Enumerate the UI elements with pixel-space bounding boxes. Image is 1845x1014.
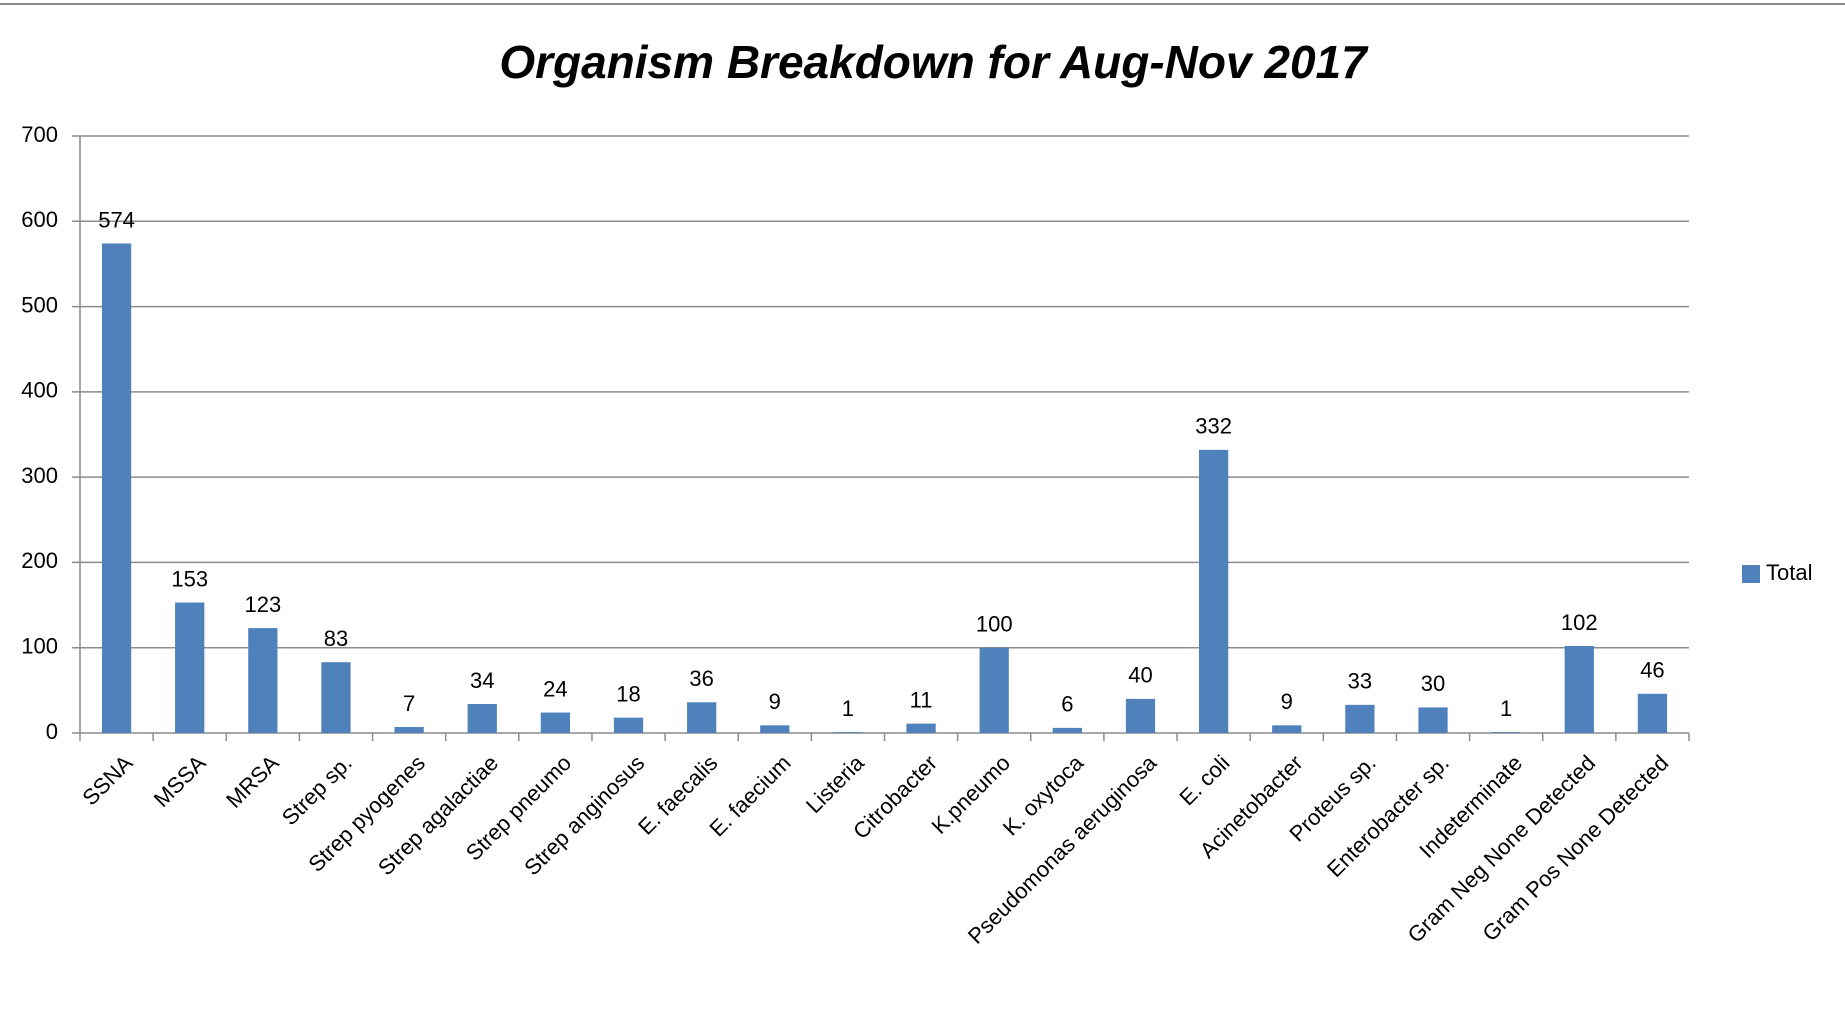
bar	[979, 647, 1009, 733]
bar	[175, 602, 205, 733]
legend-swatch	[1742, 565, 1760, 583]
data-label: 123	[244, 592, 281, 617]
bar	[1198, 449, 1229, 733]
data-label: 9	[1281, 689, 1293, 714]
data-label: 6	[1061, 692, 1073, 717]
data-label: 30	[1421, 671, 1445, 696]
data-label: 7	[403, 691, 415, 716]
data-label: 33	[1348, 669, 1372, 694]
bar	[467, 704, 497, 733]
data-label: 1	[1500, 696, 1512, 721]
y-tick-label: 100	[21, 634, 58, 659]
data-label: 36	[689, 666, 713, 691]
bar	[1345, 704, 1375, 733]
x-tick-label: SSNA	[77, 750, 137, 810]
bar	[760, 725, 790, 733]
data-label: 153	[171, 566, 208, 591]
bar	[1272, 725, 1302, 733]
x-tick-label: Enterobacter sp.	[1322, 750, 1454, 882]
y-tick-label: 600	[21, 207, 58, 232]
data-label: 34	[470, 668, 494, 693]
y-tick-label: 500	[21, 292, 58, 317]
bar	[1491, 732, 1521, 733]
data-label: 40	[1128, 663, 1152, 688]
bar	[248, 628, 278, 733]
y-tick-label: 300	[21, 463, 58, 488]
x-tick-label: MSSA	[149, 750, 211, 812]
bar	[394, 727, 424, 733]
bar	[1418, 707, 1448, 733]
bar	[687, 702, 717, 733]
data-label: 102	[1561, 610, 1598, 635]
data-label: 332	[1195, 414, 1232, 439]
x-tick-label: E. coli	[1174, 750, 1234, 810]
bar	[906, 723, 936, 733]
bar	[321, 662, 351, 733]
data-label: 18	[616, 681, 640, 706]
y-tick-label: 0	[46, 719, 58, 744]
data-label: 574	[98, 207, 135, 232]
bar	[833, 732, 863, 733]
y-tick-label: 200	[21, 548, 58, 573]
bar	[1564, 646, 1594, 733]
data-label: 9	[769, 689, 781, 714]
bar	[540, 712, 571, 733]
x-tick-label: MRSA	[221, 750, 284, 813]
data-label: 11	[910, 687, 933, 712]
bar	[613, 717, 644, 733]
legend-label: Total	[1766, 560, 1812, 585]
bar	[1125, 698, 1156, 733]
bar	[1637, 693, 1668, 733]
data-label: 100	[976, 612, 1013, 637]
data-label: 1	[842, 696, 854, 721]
y-tick-label: 400	[21, 378, 58, 403]
data-label: 24	[543, 676, 567, 701]
y-tick-label: 700	[21, 122, 58, 147]
bar	[101, 243, 132, 733]
data-label: 46	[1640, 658, 1664, 683]
x-tick-label: Listeria	[801, 750, 869, 818]
data-label: 83	[324, 626, 348, 651]
chart-title: Organism Breakdown for Aug-Nov 2017	[499, 36, 1369, 88]
bar	[1052, 727, 1082, 733]
